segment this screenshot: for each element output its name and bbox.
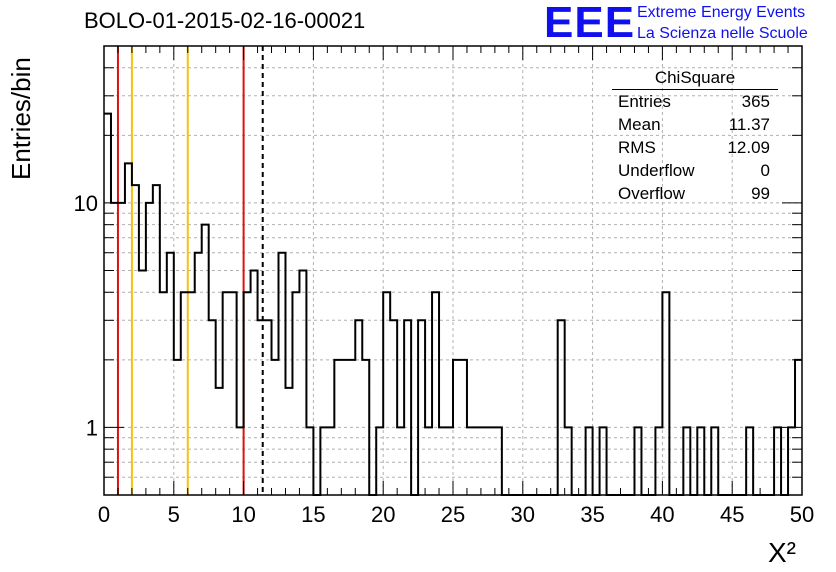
y-tick-label: 1 (86, 415, 98, 440)
y-tick-label: 10 (74, 191, 98, 216)
grid-lines (103, 46, 803, 495)
stats-row-entries: Entries 365 (612, 92, 778, 115)
histogram-outline (104, 112, 802, 496)
stats-row-underflow: Underflow 0 (612, 161, 778, 184)
stats-value: 0 (760, 161, 770, 180)
logo-line-2: La Scienza nelle Scuole (637, 25, 808, 42)
stats-label: RMS (618, 138, 656, 157)
stats-box: ChiSquare Entries 365 Mean 11.37 RMS 12.… (612, 68, 778, 207)
axis-ticks (103, 46, 803, 495)
x-tick-label: 20 (371, 502, 395, 527)
chart-title: BOLO-01-2015-02-16-00021 (84, 8, 366, 33)
x-tick-label: 40 (650, 502, 674, 527)
stats-label: Mean (618, 115, 661, 134)
stats-label: Entries (618, 92, 671, 111)
stats-row-mean: Mean 11.37 (612, 115, 778, 138)
x-tick-label: 35 (580, 502, 604, 527)
x-tick-label: 0 (98, 502, 110, 527)
stats-value: 12.09 (727, 138, 770, 157)
x-tick-label: 10 (231, 502, 255, 527)
x-axis-label: X² (768, 537, 796, 568)
x-tick-label: 50 (790, 502, 814, 527)
stats-label: Underflow (618, 161, 695, 180)
logo-line-1: Extreme Energy Events (637, 4, 806, 21)
x-tick-label: 15 (301, 502, 325, 527)
stats-row-rms: RMS 12.09 (612, 138, 778, 161)
y-axis-label: Entries/bin (6, 57, 36, 180)
stats-value: 99 (751, 184, 770, 203)
axis-tick-labels: 0 5 10 15 20 25 30 35 40 45 50 1 10 (74, 191, 815, 527)
stats-title: ChiSquare (612, 68, 778, 90)
x-tick-label: 5 (168, 502, 180, 527)
stats-label: Overflow (618, 184, 686, 203)
x-tick-label: 25 (441, 502, 465, 527)
eee-logo: EEE Extreme Energy Events La Scienza nel… (544, 0, 834, 47)
stats-row-overflow: Overflow 99 (612, 184, 778, 207)
x-tick-label: 30 (511, 502, 535, 527)
stats-value: 11.37 (728, 115, 770, 134)
stats-value: 365 (741, 92, 770, 111)
logo-mark: EEE (544, 0, 636, 47)
x-tick-label: 45 (720, 502, 744, 527)
